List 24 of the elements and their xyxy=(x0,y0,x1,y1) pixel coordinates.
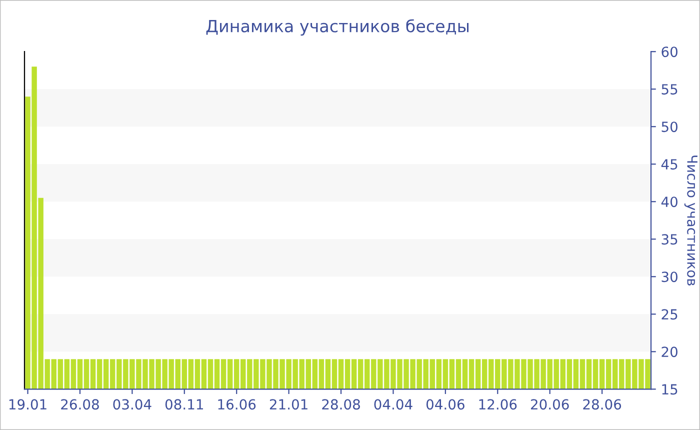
x-tick-label: 04.06 xyxy=(426,399,464,410)
y-tick-label: 55 xyxy=(662,84,678,95)
y-tick-label: 45 xyxy=(661,159,678,170)
y-tick-label: 15 xyxy=(662,384,678,395)
y-tick-label: 25 xyxy=(662,309,678,320)
x-tick-label: 16.06 xyxy=(218,399,256,410)
x-tick-label: 12.06 xyxy=(479,399,517,410)
y-tick-label: 60 xyxy=(662,46,678,58)
y-tick-label: 50 xyxy=(662,122,678,132)
x-tick-label: 08.11 xyxy=(165,399,203,410)
x-tick-label: 26.08 xyxy=(61,399,99,410)
x-tick-label: 04.04 xyxy=(374,399,412,410)
y-tick-label: 35 xyxy=(662,234,678,245)
y-tick-label: 20 xyxy=(662,346,678,358)
y-tick-label: 40 xyxy=(661,196,678,208)
x-tick-label: 28.06 xyxy=(583,399,622,410)
y-axis-title: Число участников xyxy=(684,156,698,286)
chart-title: Динамика участников беседы xyxy=(206,19,469,36)
y-tick-label: 30 xyxy=(662,272,678,282)
x-tick-label: 28.08 xyxy=(322,399,360,410)
x-tick-label: 19.01 xyxy=(9,399,46,410)
x-tick-label: 20.06 xyxy=(530,399,569,410)
x-tick-label: 03.04 xyxy=(113,399,152,410)
x-tick-label: 21.01 xyxy=(270,399,308,410)
